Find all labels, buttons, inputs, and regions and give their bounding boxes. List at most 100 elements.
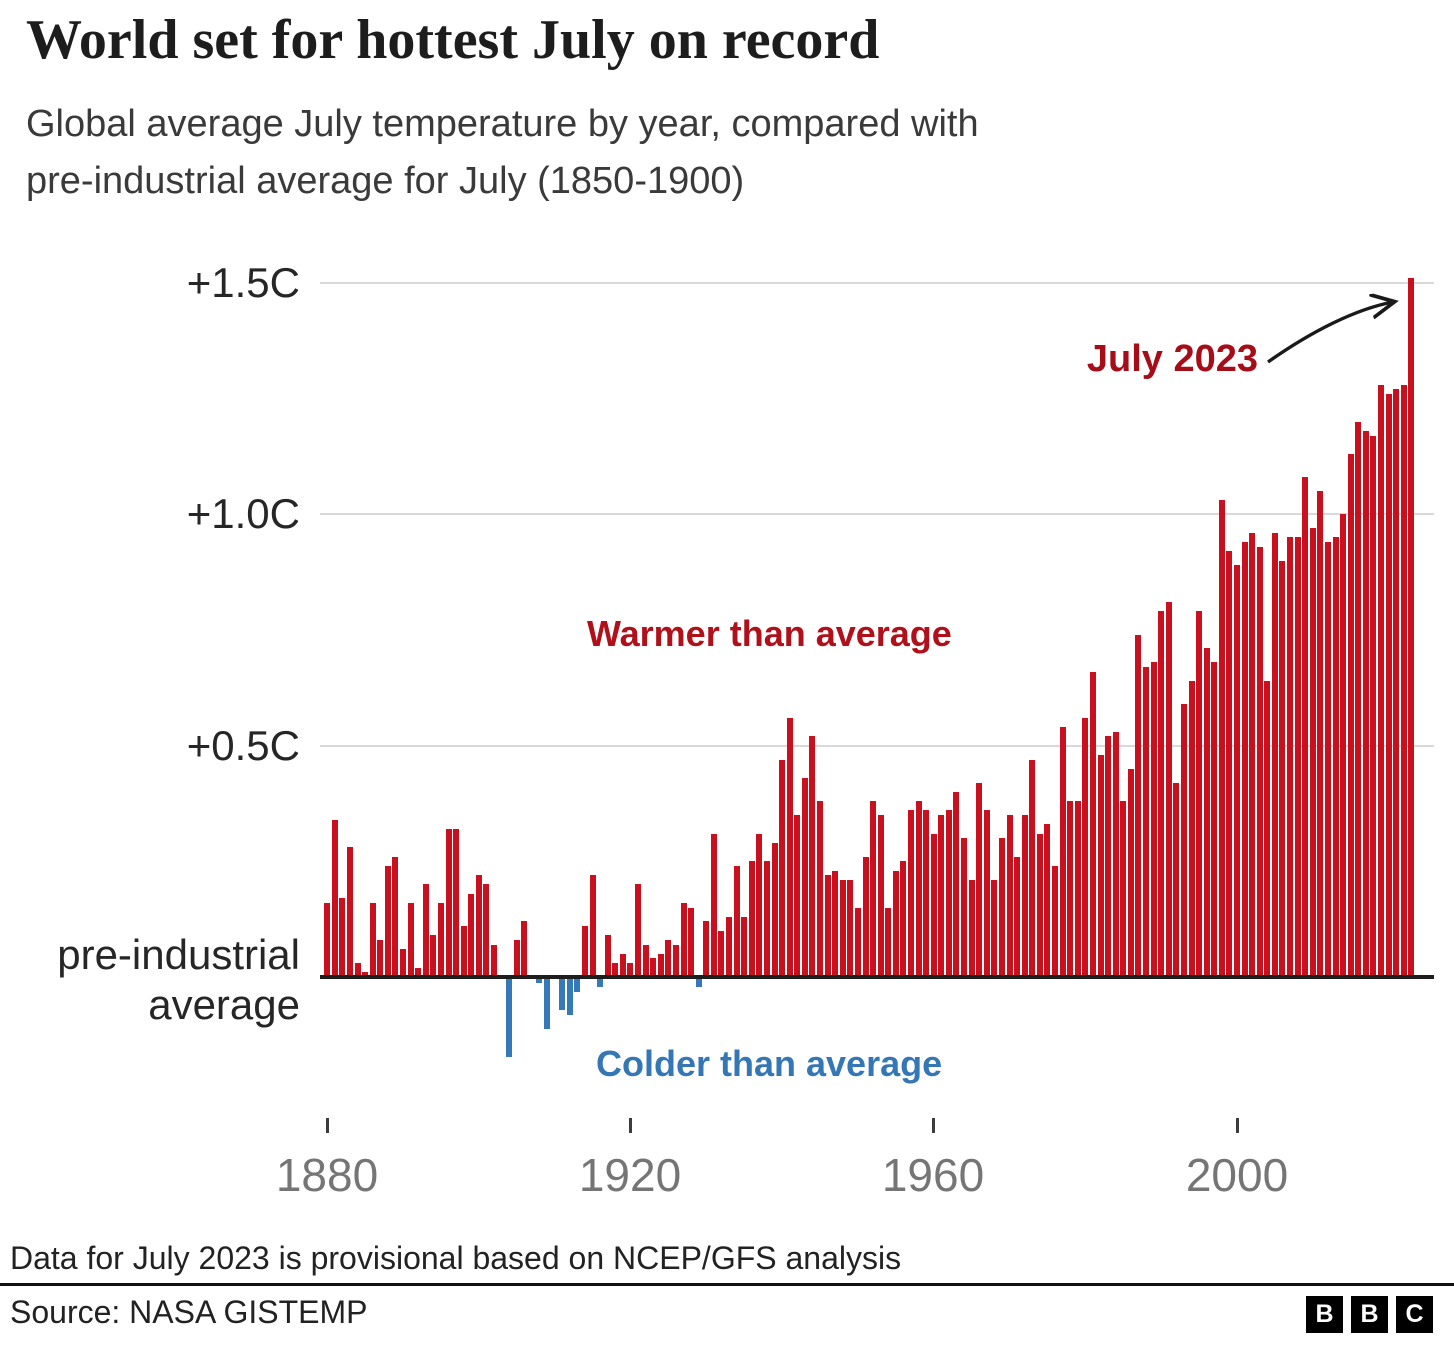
bbc-logo-block-1: B bbox=[1306, 1296, 1343, 1333]
bar-1993 bbox=[1180, 704, 1187, 977]
bar-1908 bbox=[536, 978, 543, 983]
bar-2022 bbox=[1400, 384, 1407, 977]
y-axis-label-0-5c: +0.5C bbox=[186, 722, 300, 769]
y-axis-label-1-5c: +1.5C bbox=[186, 259, 300, 306]
bar-1881 bbox=[331, 819, 338, 977]
bar-1895 bbox=[437, 902, 444, 977]
bar-1931 bbox=[710, 833, 717, 977]
bar-1995 bbox=[1196, 611, 1203, 977]
bar-1992 bbox=[1173, 782, 1180, 977]
bar-1966 bbox=[976, 782, 983, 977]
bar-1967 bbox=[983, 810, 990, 977]
x-axis-label-1920: 1920 bbox=[578, 1149, 682, 1201]
bar-1965 bbox=[968, 879, 975, 977]
bar-2011 bbox=[1317, 491, 1324, 977]
bar-2006 bbox=[1279, 560, 1286, 977]
bar-1930 bbox=[703, 921, 710, 977]
bar-1944 bbox=[809, 736, 816, 977]
bar-1927 bbox=[680, 902, 687, 977]
bar-2013 bbox=[1332, 537, 1339, 977]
bar-1972 bbox=[1021, 815, 1028, 977]
bar-1926 bbox=[672, 944, 679, 977]
bar-1980 bbox=[1082, 717, 1089, 977]
bar-1998 bbox=[1218, 500, 1225, 977]
bar-1950 bbox=[854, 907, 861, 977]
bar-1904 bbox=[506, 978, 513, 1057]
bar-1894 bbox=[430, 935, 437, 977]
baseline-label-line-1: pre-industrial bbox=[57, 931, 300, 978]
bar-1988 bbox=[1143, 666, 1150, 977]
source-text: Source: NASA GISTEMP bbox=[10, 1294, 368, 1330]
bar-1901 bbox=[483, 884, 490, 977]
bar-1882 bbox=[339, 898, 346, 977]
arrow-icon bbox=[1267, 265, 1450, 364]
bar-1897 bbox=[453, 828, 460, 977]
bar-1959 bbox=[923, 810, 930, 977]
bar-1948 bbox=[839, 879, 846, 977]
bar-1994 bbox=[1188, 680, 1195, 977]
subtitle-line-1: Global average July temperature by year,… bbox=[26, 103, 979, 145]
bar-1989 bbox=[1150, 662, 1157, 977]
bar-1913 bbox=[574, 978, 581, 992]
bar-1991 bbox=[1165, 602, 1172, 977]
x-axis-label-1960: 1960 bbox=[881, 1149, 985, 1201]
bar-1981 bbox=[1089, 671, 1096, 977]
bar-1949 bbox=[847, 879, 854, 977]
bar-2023 bbox=[1408, 278, 1415, 977]
bar-1961 bbox=[938, 815, 945, 977]
bar-1954 bbox=[885, 907, 892, 977]
bar-1942 bbox=[794, 815, 801, 977]
bar-2014 bbox=[1340, 514, 1347, 977]
bar-2012 bbox=[1324, 542, 1331, 977]
bar-1884 bbox=[354, 963, 361, 977]
bar-1936 bbox=[748, 861, 755, 977]
bar-1880 bbox=[324, 902, 331, 977]
bar-1982 bbox=[1097, 754, 1104, 977]
bar-1969 bbox=[998, 838, 1005, 977]
baseline-label-line-2: average bbox=[148, 981, 300, 1028]
bbc-logo-block-3: C bbox=[1396, 1296, 1433, 1333]
bar-1974 bbox=[1036, 833, 1043, 977]
x-tick-1880 bbox=[326, 1118, 329, 1133]
bar-1933 bbox=[726, 916, 733, 977]
bar-1890 bbox=[400, 949, 407, 977]
bar-1990 bbox=[1158, 611, 1165, 977]
x-tick-2000 bbox=[1236, 1118, 1239, 1133]
bar-1946 bbox=[824, 875, 831, 977]
bar-1985 bbox=[1120, 801, 1127, 977]
bar-1892 bbox=[415, 967, 422, 977]
bar-1984 bbox=[1112, 731, 1119, 977]
bar-1957 bbox=[907, 810, 914, 977]
bar-1917 bbox=[604, 935, 611, 977]
bar-2003 bbox=[1256, 546, 1263, 977]
footer-divider bbox=[0, 1283, 1454, 1286]
gridline-1-5c bbox=[320, 282, 1434, 284]
bar-2002 bbox=[1249, 532, 1256, 977]
bar-1932 bbox=[718, 930, 725, 977]
x-tick-1920 bbox=[629, 1118, 632, 1133]
bar-1925 bbox=[665, 939, 672, 977]
gridline-0-5c bbox=[320, 745, 1434, 747]
bar-2018 bbox=[1370, 435, 1377, 977]
bar-1975 bbox=[1044, 824, 1051, 977]
bar-1943 bbox=[801, 778, 808, 977]
bar-1898 bbox=[460, 926, 467, 977]
y-axis-baseline-label: pre-industrial average bbox=[20, 930, 300, 1030]
bar-1891 bbox=[407, 902, 414, 977]
bar-1973 bbox=[1029, 759, 1036, 977]
bar-1935 bbox=[741, 916, 748, 977]
bar-2001 bbox=[1241, 542, 1248, 977]
bar-1888 bbox=[384, 865, 391, 977]
bar-1937 bbox=[756, 833, 763, 977]
bar-1922 bbox=[642, 944, 649, 977]
bar-2008 bbox=[1294, 537, 1301, 977]
bar-1952 bbox=[870, 801, 877, 977]
warmer-than-average-label: Warmer than average bbox=[587, 613, 952, 654]
bar-1885 bbox=[362, 972, 369, 977]
bar-1886 bbox=[369, 902, 376, 977]
bar-1968 bbox=[991, 879, 998, 977]
bar-2009 bbox=[1302, 477, 1309, 977]
bar-1923 bbox=[650, 958, 657, 977]
